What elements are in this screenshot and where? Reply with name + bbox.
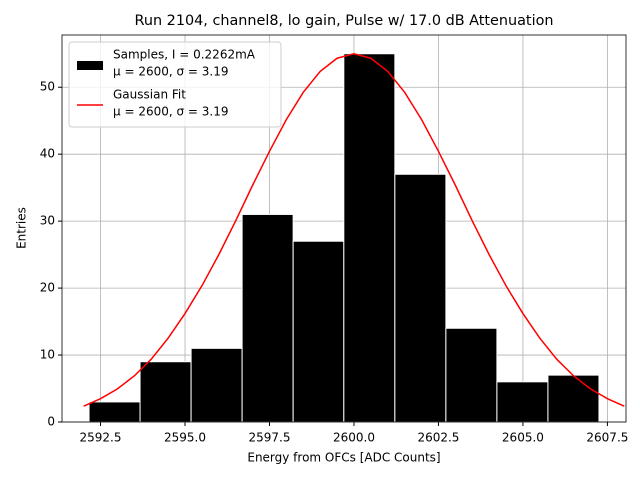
bar <box>190 347 243 423</box>
legend-swatch <box>77 61 103 70</box>
legend-box <box>68 41 282 128</box>
legend-label: Samples, I = 0.2262mA <box>113 48 256 62</box>
axes-frame <box>61 34 627 423</box>
bar <box>445 327 498 423</box>
legend-label: μ = 2600, σ = 3.19 <box>113 65 229 79</box>
legend-label: μ = 2600, σ = 3.19 <box>113 105 229 119</box>
x-tick-label: 2607.5 <box>586 431 628 445</box>
y-tick-label: 0 <box>47 415 55 429</box>
x-tick-label: 2595.0 <box>164 431 206 445</box>
y-tick-label: 10 <box>40 348 55 362</box>
chart-title: Run 2104, channel8, lo gain, Pulse w/ 17… <box>135 13 554 29</box>
x-tick-label: 2602.5 <box>417 431 459 445</box>
bar <box>241 213 294 423</box>
y-tick-label: 40 <box>40 147 55 161</box>
y-tick-label: 30 <box>40 214 55 228</box>
x-tick-label: 2605.0 <box>502 431 544 445</box>
legend-label: Gaussian Fit <box>113 88 186 102</box>
x-tick-label: 2600.0 <box>333 431 375 445</box>
y-tick-label: 50 <box>40 80 55 94</box>
x-tick-label: 2597.5 <box>248 431 290 445</box>
bar <box>292 240 345 423</box>
fit-line <box>83 52 625 407</box>
bar <box>343 53 396 423</box>
bar <box>496 381 549 423</box>
y-tick-label: 20 <box>40 281 55 295</box>
x-tick-label: 2592.5 <box>80 431 122 445</box>
bar <box>139 361 192 423</box>
bar <box>88 401 141 423</box>
y-axis-label: Entries <box>15 207 29 249</box>
x-axis-label: Energy from OFCs [ADC Counts] <box>247 451 440 465</box>
bar <box>547 374 600 423</box>
bar <box>394 173 447 423</box>
